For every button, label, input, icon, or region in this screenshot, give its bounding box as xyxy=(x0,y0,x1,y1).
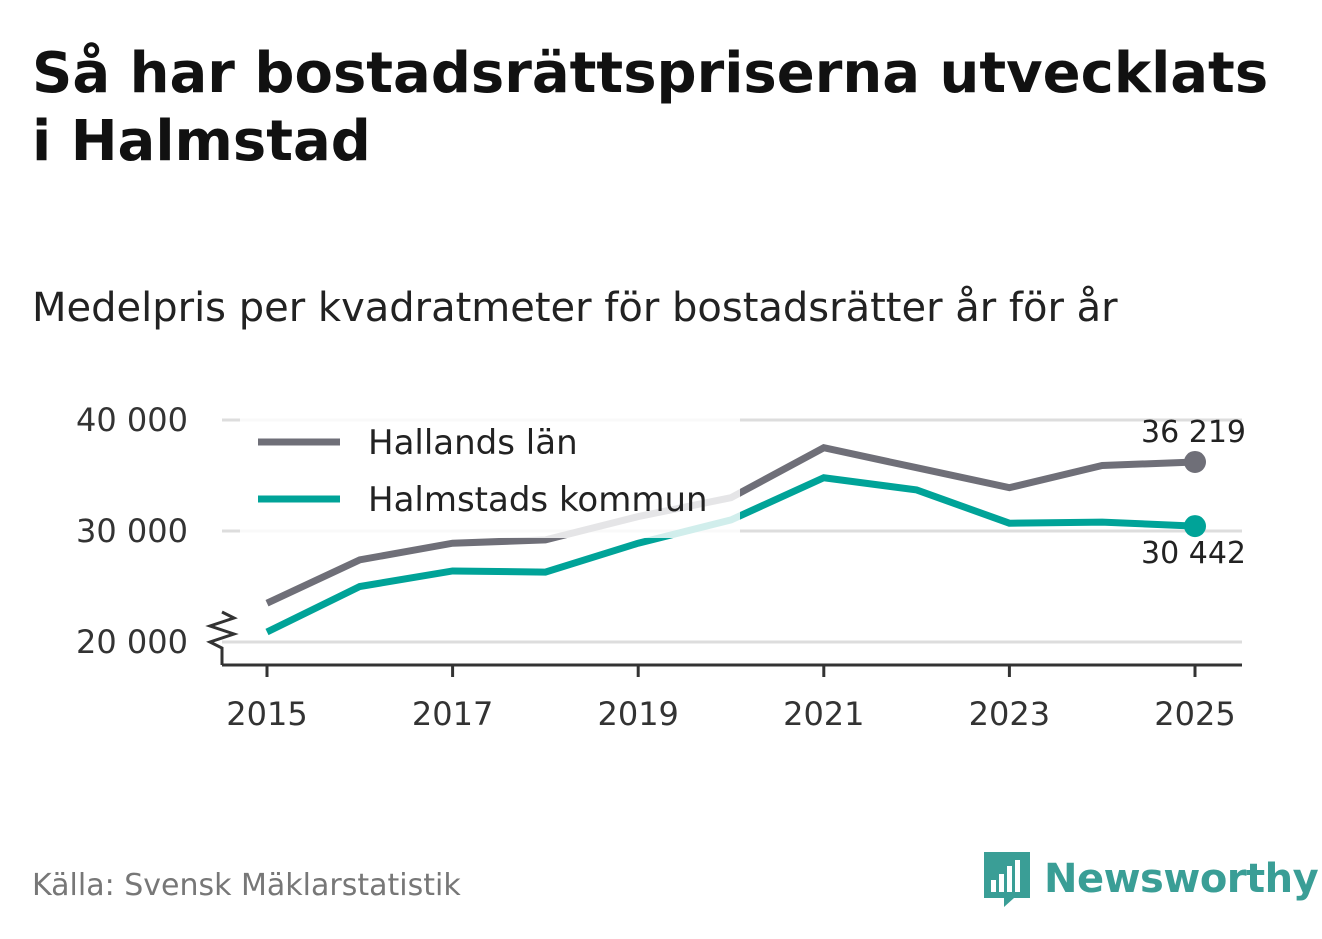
y-tick-label: 30 000 xyxy=(76,512,188,550)
end-value-label: 30 442 xyxy=(1141,536,1246,571)
x-tick-label: 2017 xyxy=(412,695,493,733)
y-tick-label: 40 000 xyxy=(76,401,188,439)
brand-name: Newsworthy xyxy=(1044,856,1319,902)
chart-subtitle: Medelpris per kvadratmeter för bostadsrä… xyxy=(32,285,1118,331)
x-tick-label: 2021 xyxy=(783,695,864,733)
series-end-marker xyxy=(1184,450,1206,473)
end-value-label: 36 219 xyxy=(1141,415,1246,450)
legend-background xyxy=(240,408,740,538)
legend-label: Halmstads kommun xyxy=(368,480,708,520)
y-tick-label: 20 000 xyxy=(76,623,188,661)
x-tick-label: 2023 xyxy=(969,695,1050,733)
source-note: Källa: Svensk Mäklarstatistik xyxy=(32,868,461,903)
axes: 20 000 30 000 40 000 2015 2017 2019 2021 2023 20… xyxy=(76,401,1242,733)
x-tick-label: 2019 xyxy=(597,695,678,733)
x-tick-label: 2025 xyxy=(1154,695,1235,733)
series-end-marker xyxy=(1184,515,1206,538)
x-tick-label: 2015 xyxy=(226,695,307,733)
line-chart: 20 000 30 000 40 000 2015 2017 2019 2021 2023 20… xyxy=(76,401,1246,733)
newsworthy-logo-icon xyxy=(984,852,1030,907)
data-labels: 36 219 30 442 xyxy=(1141,415,1246,571)
legend-label: Hallands län xyxy=(368,423,578,463)
y-axis-break-symbol xyxy=(205,610,239,665)
legend: Hallands län Halmstads kommun xyxy=(258,423,708,520)
chart-title: Så har bostadsrättspriserna utvecklats i… xyxy=(32,41,1269,174)
brand-logo: Newsworthy xyxy=(982,850,1319,908)
